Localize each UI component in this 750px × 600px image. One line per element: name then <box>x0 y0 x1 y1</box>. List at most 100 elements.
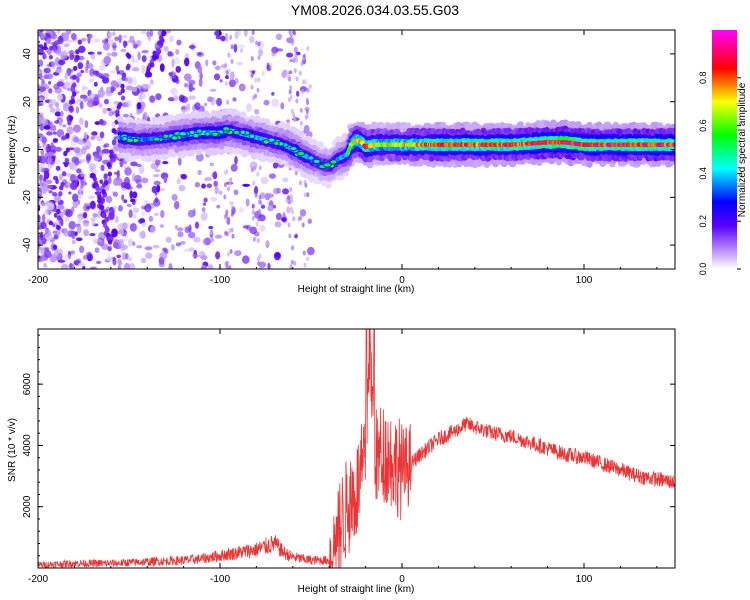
spectrogram-noise-speck <box>253 231 260 237</box>
spectrogram-noise-speck <box>303 262 307 268</box>
spectrogram-noise-speck <box>82 219 90 227</box>
spectrogram-noise-speck <box>288 233 292 239</box>
spectrogram-noise-speck <box>137 51 141 61</box>
spectrogram-noise-speck <box>209 230 213 235</box>
spectrogram-noise-speck <box>243 30 248 37</box>
spectrogram-noise-speck <box>47 151 54 157</box>
spectrogram-noise-speck <box>200 211 208 221</box>
spectrogram-noise-speck <box>52 131 57 135</box>
spectrogram-noise-speck <box>275 212 282 221</box>
spectrogram-noise-speck <box>233 43 238 53</box>
spectrogram-noise-speck <box>42 187 50 192</box>
spectrogram-noise-speck <box>132 191 138 199</box>
spectrogram-noise-speck <box>144 203 152 213</box>
spectrogram-noise-speck <box>232 206 236 212</box>
spectrogram-noise-speck <box>176 39 182 46</box>
spectrogram-noise-speck <box>205 59 209 67</box>
spectrogram-noise-speck <box>38 214 41 221</box>
spectrogram-noise-speck <box>117 204 123 212</box>
spectrogram-noise-speck <box>266 62 270 70</box>
spectrogram-noise-speck <box>48 88 53 94</box>
spectrogram-noise-speck <box>40 221 47 230</box>
spectrogram-noise-speck <box>280 102 285 110</box>
spectrogram-noise-speck <box>108 211 115 221</box>
spectrogram-noise-speck <box>59 199 64 205</box>
spectrogram-noise-speck <box>61 171 67 177</box>
spectrogram-noise-speck <box>93 38 101 43</box>
spectrogram-noise-speck <box>78 45 86 54</box>
spectrogram-noise-speck <box>121 252 127 261</box>
spectrogram-noise-speck <box>58 191 63 197</box>
spectrogram-noise-speck <box>299 120 303 126</box>
spectrogram-noise-speck <box>60 181 65 188</box>
spectrogram-noise-speck <box>228 79 236 88</box>
spectrogram-noise-speck <box>227 52 231 58</box>
spectrogram-noise-speck <box>92 101 99 107</box>
spectrogram-noise-speck <box>70 98 76 105</box>
spectrogram-noise-speck <box>50 41 59 46</box>
spectrogram-noise-speck <box>77 62 84 70</box>
spectrogram-noise-speck <box>88 195 96 200</box>
spectrogram-noise-speck <box>303 192 307 198</box>
spectrogram-noise-speck <box>52 42 59 52</box>
spectrogram-noise-speck <box>68 263 75 269</box>
spectrogram-noise-speck <box>105 227 110 233</box>
spectrogram-noise-speck <box>159 224 164 228</box>
spectrogram-noise-speck <box>120 95 126 101</box>
spectrogram-noise-speck <box>226 186 230 192</box>
spectrogram-noise-speck <box>254 77 258 83</box>
spectrogram-noise-speck <box>75 237 83 242</box>
spectrogram-noise-speck <box>289 187 293 193</box>
spectrogram-noise-speck <box>259 224 266 232</box>
spectrogram-noise-speck <box>115 109 120 115</box>
spectrogram-noise-speck <box>213 180 218 187</box>
spectrogram-noise-speck <box>253 166 257 172</box>
spectrogram-noise-speck <box>299 126 304 130</box>
spectrogram-noise-speck <box>300 61 304 67</box>
spectrogram-noise-speck <box>103 56 112 65</box>
spectrogram-noise-speck <box>55 68 62 74</box>
spectrogram-noise-speck <box>123 262 131 269</box>
spectrogram-noise-speck <box>83 229 90 237</box>
spectrogram-noise-speck <box>242 183 251 187</box>
spectrogram-noise-speck <box>120 83 125 89</box>
spectrogram-noise-speck <box>71 230 76 240</box>
spectrogram-noise-speck <box>39 96 44 104</box>
spectrogram-noise-speck <box>282 188 290 195</box>
spectrogram-noise-speck <box>175 242 182 247</box>
spectrogram-noise-speck <box>38 73 43 80</box>
spectrogram-noise-speck <box>188 95 197 100</box>
spectrogram-noise-speck <box>60 136 67 141</box>
spectrogram-noise-speck <box>183 82 189 88</box>
spectrogram-noise-speck <box>73 147 81 153</box>
spectrogram-noise-speck <box>156 184 161 193</box>
spectrogram-noise-speck <box>131 199 136 206</box>
spectrogram-noise-speck <box>176 227 184 232</box>
spectrogram-noise-speck <box>295 76 299 82</box>
spectrogram-noise-speck <box>257 216 261 222</box>
spectrogram-noise-speck <box>38 44 43 48</box>
spectrogram-noise-speck <box>69 147 75 151</box>
spectrogram-noise-speck <box>252 180 256 186</box>
spectrogram-noise-speck <box>131 54 135 64</box>
spectrogram-noise-speck <box>112 42 117 52</box>
spectrogram-noise-speck <box>104 180 109 186</box>
spectrogram-noise-speck <box>306 87 310 93</box>
spectrogram-noise-speck <box>91 168 98 174</box>
spectrogram-noise-speck <box>112 191 119 197</box>
spectrogram-noise-speck <box>192 208 196 217</box>
spectrogram-noise-speck <box>169 71 177 80</box>
spectrogram-noise-speck <box>72 82 77 88</box>
spectrogram-noise-speck <box>71 206 75 213</box>
spectrogram-noise-speck <box>139 86 144 94</box>
spectrogram-noise-speck <box>257 41 261 47</box>
spectrogram-noise-speck <box>120 243 125 252</box>
spectrogram-noise-speck <box>40 157 49 164</box>
spectrogram-noise-speck <box>99 179 103 184</box>
spectrogram-noise-speck <box>72 65 78 71</box>
spectrogram-noise-speck <box>132 241 136 246</box>
spectrogram-noise-speck <box>136 244 143 249</box>
spectrogram-noise-speck <box>188 45 196 50</box>
spectrogram-noise-speck <box>164 24 168 29</box>
